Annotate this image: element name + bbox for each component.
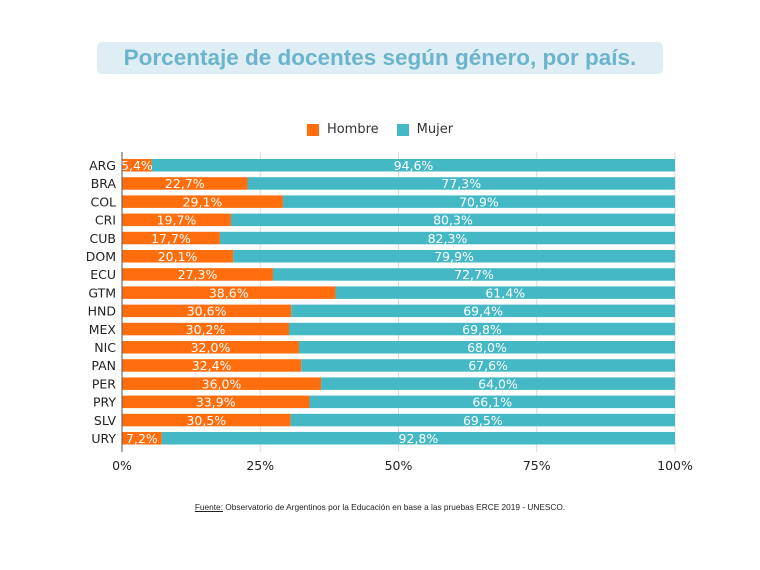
data-label: 61,4% xyxy=(485,285,525,300)
category-label: ARG xyxy=(89,158,116,173)
data-label: 17,7% xyxy=(151,231,191,246)
data-label: 69,8% xyxy=(462,322,502,337)
category-label: PAN xyxy=(91,358,116,373)
category-label: HND xyxy=(88,304,116,319)
data-label: 19,7% xyxy=(157,213,197,228)
data-label: 67,6% xyxy=(468,358,508,373)
bar-mujer xyxy=(298,341,675,354)
bar-mujer xyxy=(291,304,675,318)
bar-mujer xyxy=(309,395,675,409)
category-label: MEX xyxy=(89,322,117,337)
bar-mujer xyxy=(161,432,676,445)
bar-mujer xyxy=(272,268,675,281)
source-text: Observatorio de Argentinos por la Educac… xyxy=(222,502,566,512)
chart-title: Porcentaje de docentes según género, por… xyxy=(123,45,637,70)
data-label: 36,0% xyxy=(202,376,242,391)
legend-item-mujer: Mujer xyxy=(396,122,454,137)
legend-item-hombre: Hombre xyxy=(306,122,379,137)
bar-hombre xyxy=(122,395,310,409)
legend-label-mujer: Mujer xyxy=(416,122,454,137)
data-label: 20,1% xyxy=(158,249,198,264)
bar-hombre xyxy=(122,432,162,445)
bar-mujer xyxy=(233,250,675,263)
bar-hombre xyxy=(122,231,220,245)
bar-hombre xyxy=(122,159,152,172)
data-label: 80,3% xyxy=(433,213,473,228)
data-label: 66,1% xyxy=(472,395,512,410)
category-label: CRI xyxy=(95,213,116,228)
x-tick-label: 0% xyxy=(112,458,132,473)
bar-mujer xyxy=(247,177,675,190)
category-label: PRY xyxy=(93,395,116,410)
bar-mujer xyxy=(301,359,675,372)
legend-swatch-mujer xyxy=(396,123,409,136)
data-label: 64,0% xyxy=(478,376,518,391)
data-label: 82,3% xyxy=(428,231,468,246)
category-label: CUB xyxy=(90,231,116,246)
category-label: ECU xyxy=(90,267,116,282)
data-label: 68,0% xyxy=(467,340,507,355)
bar-hombre xyxy=(122,304,292,318)
data-label: 5,4% xyxy=(121,158,153,173)
bar-hombre xyxy=(122,195,283,208)
data-label: 38,6% xyxy=(209,285,249,300)
bar-hombre xyxy=(122,322,290,336)
data-label: 77,3% xyxy=(441,176,481,191)
data-label: 29,1% xyxy=(183,194,223,209)
data-label: 70,9% xyxy=(459,194,499,209)
category-label: URY xyxy=(91,431,116,446)
bar-hombre xyxy=(122,268,273,281)
data-label: 32,4% xyxy=(192,358,232,373)
bar-hombre xyxy=(122,250,234,263)
data-label: 30,5% xyxy=(186,413,226,428)
data-label: 30,6% xyxy=(187,304,227,319)
bar-hombre xyxy=(122,359,302,372)
x-tick-label: 50% xyxy=(385,458,413,473)
title-box: Porcentaje de docentes según género, por… xyxy=(97,42,663,74)
category-label: COL xyxy=(90,194,116,209)
bar-mujer xyxy=(290,413,675,427)
data-label: 79,9% xyxy=(434,249,474,264)
data-label: 30,2% xyxy=(186,322,226,337)
data-label: 69,5% xyxy=(463,413,503,428)
category-label: SLV xyxy=(94,413,117,428)
category-label: BRA xyxy=(91,176,117,191)
data-label: 72,7% xyxy=(454,267,494,282)
x-tick-label: 25% xyxy=(246,458,274,473)
bar-hombre xyxy=(122,177,248,190)
bar-mujer xyxy=(151,159,675,172)
bar-mujer xyxy=(230,213,676,227)
bar-hombre xyxy=(122,413,291,427)
bar-mujer xyxy=(321,377,675,390)
data-label: 33,9% xyxy=(196,395,236,410)
legend: Hombre Mujer xyxy=(0,122,760,137)
bar-hombre xyxy=(122,213,231,227)
source-note: Fuente: Observatorio de Argentinos por l… xyxy=(0,502,760,512)
legend-label-hombre: Hombre xyxy=(326,122,379,137)
category-label: NIC xyxy=(94,340,116,355)
x-tick-label: 100% xyxy=(657,458,693,473)
bar-mujer xyxy=(282,195,675,208)
category-label: DOM xyxy=(86,249,116,264)
x-tick-label: 75% xyxy=(523,458,551,473)
legend-swatch-hombre xyxy=(306,123,319,136)
source-label: Fuente: xyxy=(194,502,223,512)
data-label: 32,0% xyxy=(191,340,231,355)
category-label: GTM xyxy=(88,285,116,300)
data-label: 22,7% xyxy=(165,176,205,191)
category-label: PER xyxy=(92,376,116,391)
bar-hombre xyxy=(122,377,322,390)
data-label: 94,6% xyxy=(394,158,434,173)
bar-mujer xyxy=(289,322,675,336)
bar-hombre xyxy=(122,286,336,299)
data-label: 69,4% xyxy=(463,304,503,319)
data-label: 92,8% xyxy=(399,431,439,446)
data-label: 27,3% xyxy=(178,267,218,282)
bar-hombre xyxy=(122,341,299,354)
bar-mujer xyxy=(219,231,676,245)
bar-mujer xyxy=(335,286,675,299)
data-label: 7,2% xyxy=(126,431,158,446)
